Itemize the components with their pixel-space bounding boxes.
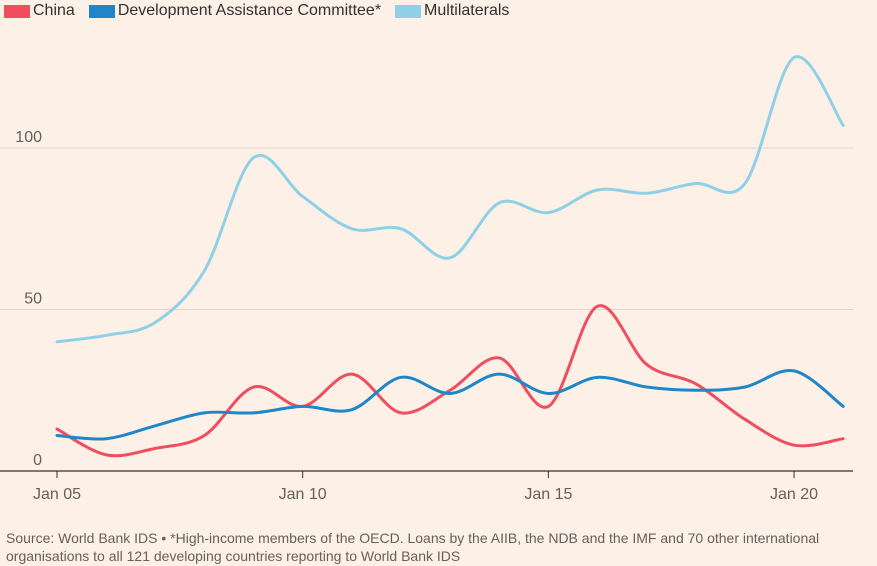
x-tick-label: Jan 05 — [33, 486, 81, 503]
y-tick-label: 50 — [24, 291, 42, 308]
x-tick-label: Jan 20 — [770, 486, 818, 503]
legend-label-china: China — [33, 2, 75, 19]
legend-label-dac: Development Assistance Committee* — [117, 2, 382, 19]
series-line-development-assistance-committee — [55, 369, 845, 441]
legend-swatch-china — [4, 4, 30, 18]
legend-swatch-multilaterals — [395, 4, 422, 18]
source-note: Source: World Bank IDS • *High-income me… — [6, 529, 876, 565]
series-line-china — [55, 304, 845, 458]
y-tick-label: 0 — [33, 452, 42, 469]
x-tick-label: Jan 15 — [524, 486, 572, 503]
source-line-1: Source: World Bank IDS • *High-income me… — [6, 530, 820, 546]
legend-item-china: China — [4, 2, 75, 20]
series-line-multilaterals — [55, 55, 845, 344]
legend-item-multilaterals: Multilaterals — [395, 2, 509, 20]
line-chart: 0 50 100 Jan 05 Jan 10 Jan 15 Jan 20 — [0, 55, 853, 503]
y-tick-label: 100 — [15, 129, 42, 146]
x-tick-label: Jan 10 — [279, 486, 327, 503]
source-line-2: organisations to all 121 developing coun… — [6, 548, 461, 564]
legend-label-multilaterals: Multilaterals — [424, 2, 510, 19]
legend-swatch-dac — [88, 4, 115, 18]
legend: China Development Assistance Committee* … — [4, 2, 509, 20]
legend-item-dac: Development Assistance Committee* — [88, 2, 382, 20]
